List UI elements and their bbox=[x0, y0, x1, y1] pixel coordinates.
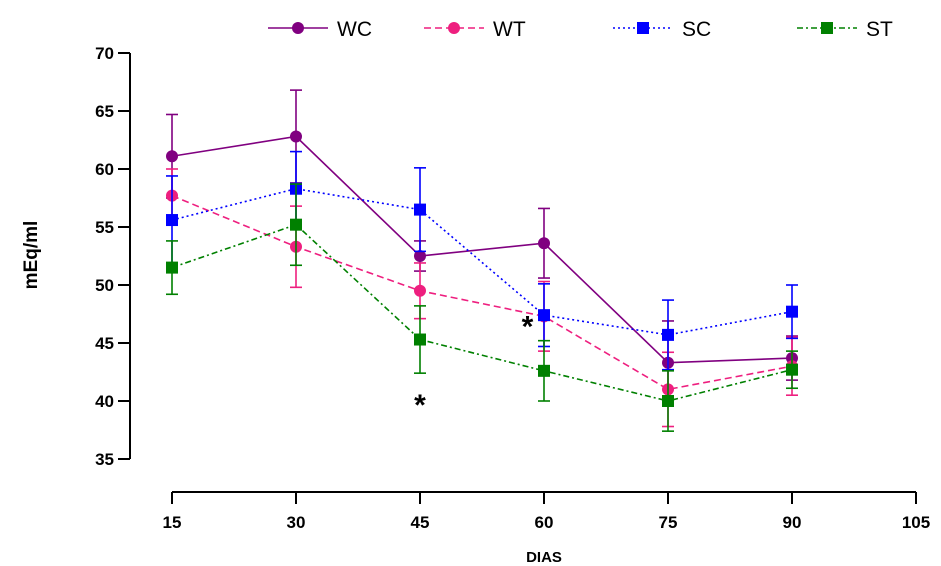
legend-label: ST bbox=[866, 18, 893, 41]
data-point bbox=[662, 395, 674, 407]
data-point bbox=[414, 250, 426, 262]
series-layer bbox=[166, 89, 798, 432]
data-point bbox=[786, 305, 798, 318]
significance-asterisk: * bbox=[414, 389, 426, 422]
legend-marker bbox=[292, 22, 304, 34]
legend-item-sc: SC bbox=[613, 18, 711, 41]
y-tick-label: 40 bbox=[95, 392, 114, 411]
legend-marker bbox=[448, 22, 460, 34]
y-tick-label: 45 bbox=[95, 334, 114, 353]
x-tick-label: 60 bbox=[535, 513, 554, 532]
y-axis-title: mEq/ml bbox=[21, 221, 42, 290]
data-point bbox=[166, 214, 178, 227]
series-line bbox=[171, 223, 793, 402]
legend: WC WT SC ST bbox=[268, 18, 893, 41]
legend-item-wc: WC bbox=[268, 18, 372, 41]
legend-label: WT bbox=[493, 18, 526, 41]
data-point bbox=[538, 364, 550, 377]
data-point bbox=[414, 284, 426, 297]
data-point bbox=[414, 333, 426, 346]
annotations: ** bbox=[414, 310, 533, 422]
x-axis-title: DIAS bbox=[526, 549, 562, 566]
series-sc bbox=[166, 150, 798, 371]
series-line bbox=[171, 187, 793, 336]
data-point bbox=[290, 218, 302, 231]
legend-label: WC bbox=[337, 18, 372, 41]
x-tick-label: 75 bbox=[659, 513, 678, 532]
data-point bbox=[538, 237, 550, 250]
legend-marker bbox=[637, 22, 649, 34]
data-point bbox=[662, 328, 674, 341]
data-point bbox=[538, 309, 550, 322]
series-line bbox=[171, 194, 793, 391]
x-tick-label: 15 bbox=[163, 513, 182, 532]
y-tick-label: 65 bbox=[95, 102, 114, 121]
data-point bbox=[414, 203, 426, 216]
series-st bbox=[166, 183, 798, 432]
y-tick-label: 70 bbox=[95, 44, 114, 63]
series-wc bbox=[166, 89, 798, 406]
data-point bbox=[166, 261, 178, 274]
x-tick-label: 105 bbox=[902, 513, 930, 532]
significance-asterisk: * bbox=[522, 310, 534, 343]
axes: 35 40 45 50 55 60 65 70 15 30 45 60 75 90 105 bbox=[95, 44, 930, 532]
y-tick-label: 60 bbox=[95, 160, 114, 179]
series-wt bbox=[166, 168, 798, 428]
y-tick-label: 55 bbox=[95, 218, 114, 237]
data-point bbox=[290, 130, 302, 143]
x-tick-label: 30 bbox=[287, 513, 306, 532]
data-point bbox=[786, 363, 798, 376]
legend-label: SC bbox=[682, 18, 711, 41]
x-tick-label: 90 bbox=[783, 513, 802, 532]
legend-marker bbox=[821, 22, 833, 34]
y-tick-label: 35 bbox=[95, 450, 114, 469]
y-tick-label: 50 bbox=[95, 276, 114, 295]
data-point bbox=[166, 150, 178, 163]
legend-item-wt: WT bbox=[424, 18, 526, 41]
series-line bbox=[171, 135, 793, 364]
x-tick-label: 45 bbox=[411, 513, 430, 532]
legend-item-st: ST bbox=[797, 18, 893, 41]
